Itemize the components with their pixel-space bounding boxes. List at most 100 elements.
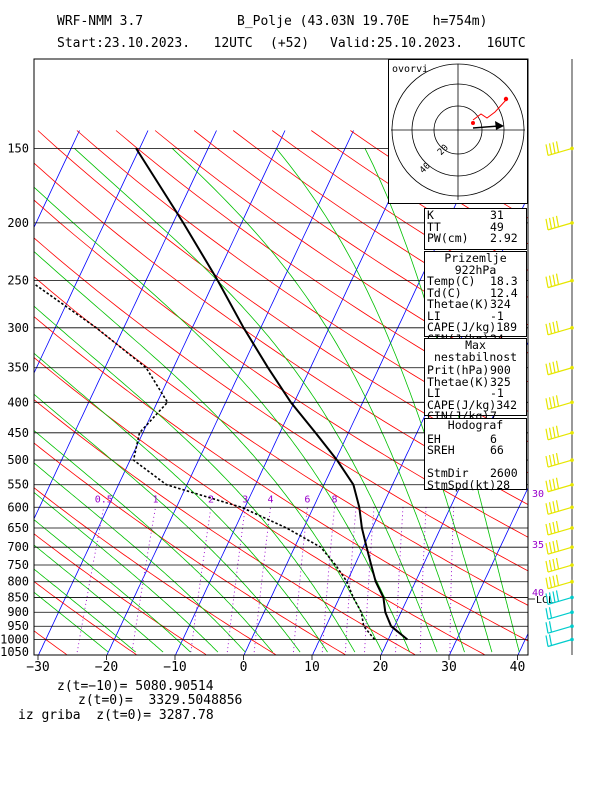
- right-axis-label: 40: [532, 588, 544, 599]
- dry-adiabat-line: [154, 130, 528, 383]
- x-tick-label: 0: [240, 660, 248, 675]
- mixing-ratio-label: 8: [331, 494, 337, 505]
- wind-barb: [545, 477, 574, 493]
- footer-line-1: z(t=−10)= 5080.90514: [57, 679, 214, 694]
- maxinst-pressure-label: Prit(hPa): [427, 363, 490, 377]
- hodograph-panel: ovorvi 20 40: [388, 59, 528, 204]
- plot-frame: [33, 58, 529, 656]
- surface-cape-label: CAPE(J/kg): [427, 320, 497, 334]
- hodograph-plot: ovorvi 20 40: [391, 63, 525, 200]
- surface-temp-label: Temp(C): [427, 274, 476, 288]
- wind-barb: [545, 590, 574, 606]
- y-tick-label: 200: [7, 216, 29, 230]
- hodograf-stmdir-value: 2600: [490, 466, 518, 480]
- mixing-ratio-label: 3: [242, 494, 248, 505]
- moist-adiabat-line: [34, 429, 274, 653]
- moist-adiabat-line: [34, 352, 328, 653]
- wind-barb: [545, 395, 574, 410]
- max-instability-box: Max nestabilnost Prit(hPa) 900 Thetae(K) 3…: [424, 338, 527, 422]
- isotherm-line: [517, 632, 528, 655]
- hodograph-ring-outer: [391, 63, 525, 197]
- isotherm-line: [34, 130, 217, 520]
- moist-adiabat-line: [34, 393, 301, 653]
- index-k-label: K: [427, 208, 434, 222]
- y-tick-label: 900: [7, 605, 29, 619]
- mixing-ratio-label: 6: [304, 494, 310, 505]
- hodograph-ring-middle: [411, 83, 505, 177]
- dry-adiabat-line: [115, 130, 528, 412]
- mixing-ratio-label: 1: [152, 494, 158, 505]
- footer-z-minus10-value: 5080.90514: [135, 679, 214, 694]
- mixing-ratio-label: 2: [208, 494, 214, 505]
- isotherm-line: [34, 130, 149, 375]
- y-tick-label: 400: [7, 395, 29, 409]
- y-tick-label: 800: [7, 575, 29, 589]
- wind-barb: [545, 557, 574, 573]
- dry-adiabat-line: [34, 162, 528, 506]
- footer-line-3: iz griba z(t=0)= 3287.78: [18, 708, 214, 723]
- dry-adiabat-line: [546, 131, 600, 655]
- dry-adiabat-line: [34, 399, 416, 655]
- mixing-ratio-line: [131, 507, 156, 653]
- hodograph-start-point: [471, 121, 475, 125]
- y-tick-label: 1050: [0, 645, 29, 659]
- x-tick-label: −20: [95, 660, 118, 675]
- footer-z-minus10-label: z(t=−10)=: [57, 679, 128, 694]
- dry-adiabat-line: [585, 131, 600, 655]
- wind-barb: [545, 141, 574, 156]
- hodograf-sreh-label: SREH: [427, 443, 455, 457]
- y-tick-label: 450: [7, 426, 29, 440]
- surface-thetae-label: Thetae(K): [427, 297, 490, 311]
- hodograf-eh-label: EH: [427, 431, 441, 446]
- maxinst-cape-value: 342: [496, 397, 518, 412]
- y-tick-label: 750: [7, 558, 29, 572]
- wind-barb: [545, 500, 574, 515]
- wind-barb: [545, 607, 574, 620]
- x-tick-label: −10: [163, 660, 186, 675]
- y-tick-label: 1000: [0, 633, 29, 647]
- hodograf-stmspd-value: 28: [496, 477, 511, 492]
- surface-thetae-value: 324: [490, 297, 511, 311]
- y-tick-label: 150: [7, 141, 29, 155]
- surface-box-title: Prizemlje 922hPa: [444, 251, 507, 277]
- maxinst-thetae-value: 325: [490, 374, 511, 389]
- forecast-offset: (+52): [270, 36, 310, 51]
- hodograf-stmspd-label: StmSpd(kt): [427, 477, 497, 492]
- max-instability-title: Max nestabilnost: [433, 338, 518, 364]
- wind-barb: [545, 540, 574, 555]
- dewpoint-profile: [34, 282, 376, 641]
- footer-line-2: z(t=0)= 3329.5048856: [78, 693, 242, 708]
- hodograph-end-point: [503, 96, 509, 102]
- index-tt-value: 49: [490, 219, 504, 234]
- right-axis-label: 30: [532, 489, 544, 500]
- footer-z0-label: z(t=0)=: [78, 693, 133, 708]
- x-tick-label: 10: [304, 660, 320, 675]
- y-tick-label: 500: [7, 453, 29, 467]
- moist-adiabat-line: [74, 148, 438, 653]
- hodograf-stmdir-label: StmDir: [427, 466, 469, 480]
- moist-adiabat-line: [34, 591, 109, 653]
- surface-li-label: LI: [427, 308, 441, 323]
- hodograph-ring-label-20: 20: [436, 143, 451, 158]
- index-box: K 31 TT 49 PW(cm) 2.92: [424, 208, 527, 250]
- mixing-ratio-line: [190, 507, 212, 653]
- mixing-ratio-label: 0.5: [95, 494, 113, 505]
- moist-adiabat-line: [34, 305, 356, 653]
- hodograph-ring-inner: [433, 105, 483, 155]
- hodograph-trace: [472, 99, 507, 121]
- maxinst-cin-value: 7: [490, 409, 497, 423]
- wind-barb: [545, 520, 574, 536]
- hodograph-label: ovorvi: [392, 64, 428, 75]
- maxinst-pressure-value: 900: [490, 363, 511, 377]
- y-tick-label: 550: [7, 478, 29, 492]
- footer-griba-label: iz griba z(t=0)=: [18, 708, 152, 723]
- mixing-ratio-label: 4: [267, 494, 273, 505]
- wind-barb: [545, 634, 574, 648]
- moist-adiabat-line: [34, 568, 136, 653]
- wind-barb: [545, 320, 574, 336]
- dry-adiabat-line: [193, 130, 528, 354]
- dry-adiabat-line: [34, 580, 137, 655]
- y-tick-label: 300: [7, 321, 29, 335]
- hodograf-sreh-value: 66: [490, 443, 504, 457]
